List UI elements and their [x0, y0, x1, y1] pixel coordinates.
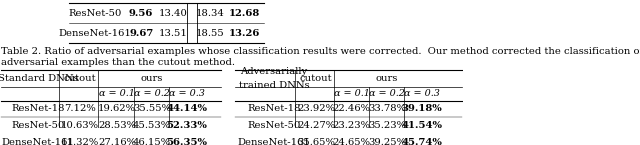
- Text: 52.33%: 52.33%: [166, 121, 207, 130]
- Text: Standard DNNs: Standard DNNs: [0, 74, 78, 83]
- Text: 27.16%: 27.16%: [98, 138, 136, 145]
- Text: 18.55: 18.55: [196, 29, 225, 38]
- Text: α = 0.2: α = 0.2: [134, 89, 170, 98]
- Text: α = 0.3: α = 0.3: [404, 89, 440, 98]
- Text: cutout: cutout: [300, 74, 332, 83]
- Text: 13.40: 13.40: [159, 9, 188, 18]
- Text: 9.67: 9.67: [129, 29, 153, 38]
- Text: α = 0.1: α = 0.1: [99, 89, 135, 98]
- Text: DenseNet-161: DenseNet-161: [58, 29, 131, 38]
- Text: 13.51: 13.51: [159, 29, 188, 38]
- Text: ours: ours: [141, 74, 163, 83]
- Text: 44.14%: 44.14%: [166, 105, 207, 114]
- Text: 10.63%: 10.63%: [61, 121, 99, 130]
- Text: 39.25%: 39.25%: [368, 138, 406, 145]
- Text: 24.65%: 24.65%: [333, 138, 371, 145]
- Text: α = 0.2: α = 0.2: [369, 89, 405, 98]
- Text: ResNet-18: ResNet-18: [11, 105, 65, 114]
- Text: 45.53%: 45.53%: [132, 121, 171, 130]
- Text: ours: ours: [376, 74, 398, 83]
- Text: α = 0.1: α = 0.1: [334, 89, 370, 98]
- Text: 39.18%: 39.18%: [402, 105, 442, 114]
- Text: 41.54%: 41.54%: [401, 121, 442, 130]
- Text: 46.15%: 46.15%: [132, 138, 171, 145]
- Text: Adversarially: Adversarially: [241, 67, 307, 76]
- Text: 11.32%: 11.32%: [60, 138, 99, 145]
- Text: adversarial examples than the cutout method.: adversarial examples than the cutout met…: [1, 58, 236, 67]
- Text: 22.46%: 22.46%: [333, 105, 371, 114]
- Text: 7.12%: 7.12%: [64, 105, 95, 114]
- Text: DenseNet-161: DenseNet-161: [237, 138, 310, 145]
- Text: 23.92%: 23.92%: [297, 105, 335, 114]
- Text: 18.34: 18.34: [196, 9, 225, 18]
- Text: 13.26: 13.26: [228, 29, 260, 38]
- Text: 45.74%: 45.74%: [402, 138, 442, 145]
- Text: 35.65%: 35.65%: [297, 138, 335, 145]
- Text: ResNet-50: ResNet-50: [12, 121, 65, 130]
- Text: 56.35%: 56.35%: [166, 138, 207, 145]
- Text: ResNet-50: ResNet-50: [247, 121, 301, 130]
- Text: 19.62%: 19.62%: [98, 105, 136, 114]
- Text: 12.68: 12.68: [228, 9, 260, 18]
- Text: 24.27%: 24.27%: [297, 121, 335, 130]
- Text: 23.23%: 23.23%: [333, 121, 371, 130]
- Text: Table 2. Ratio of adversarial examples whose classification results were correct: Table 2. Ratio of adversarial examples w…: [1, 47, 640, 56]
- Text: 9.56: 9.56: [129, 9, 154, 18]
- Text: ResNet-50: ResNet-50: [68, 9, 122, 18]
- Text: DenseNet-161: DenseNet-161: [1, 138, 74, 145]
- Text: cutout: cutout: [63, 74, 96, 83]
- Text: 33.78%: 33.78%: [368, 105, 406, 114]
- Text: α = 0.3: α = 0.3: [169, 89, 205, 98]
- Text: trained DNNs: trained DNNs: [239, 81, 309, 90]
- Text: ResNet-18: ResNet-18: [247, 105, 301, 114]
- Text: 35.55%: 35.55%: [132, 105, 171, 114]
- Text: 35.23%: 35.23%: [368, 121, 406, 130]
- Text: 28.53%: 28.53%: [98, 121, 136, 130]
